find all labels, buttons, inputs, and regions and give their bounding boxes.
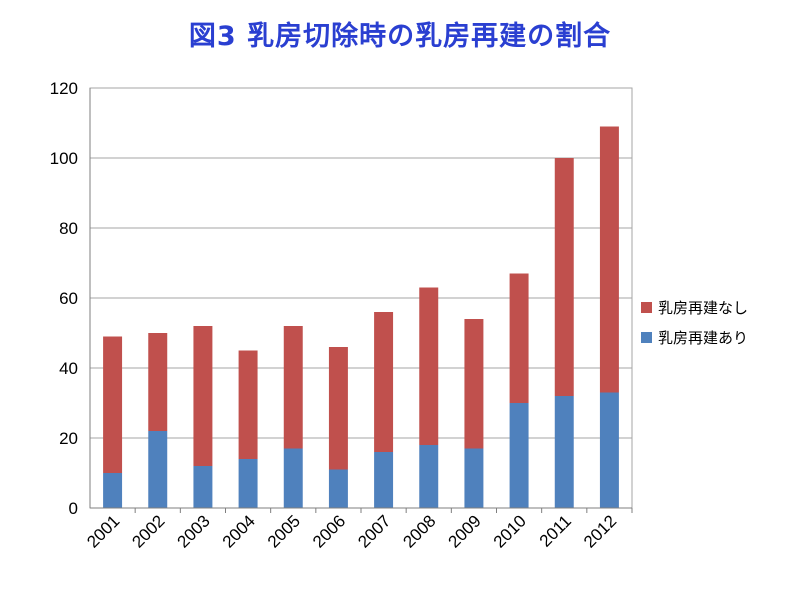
bar-segment-with-reconstruction	[103, 473, 123, 508]
axes	[89, 87, 633, 513]
x-tick-label: 2005	[264, 511, 304, 551]
bar-segment-with-reconstruction	[283, 448, 303, 508]
bar-segment-with-reconstruction	[509, 403, 529, 508]
legend-label: 乳房再建あり	[658, 329, 748, 347]
y-tick-label: 120	[50, 79, 78, 98]
bar-segment-without-reconstruction	[599, 126, 619, 393]
gridlines	[90, 87, 632, 439]
bar-segment-without-reconstruction	[238, 350, 258, 459]
x-tick-label: 2004	[219, 511, 259, 551]
bar-segment-without-reconstruction	[464, 319, 484, 449]
bar-segment-without-reconstruction	[509, 273, 529, 403]
y-tick-labels: 0 20 40 60 80 100 120	[50, 79, 78, 518]
y-tick-label: 40	[59, 359, 78, 378]
x-tick-label: 2001	[83, 511, 123, 551]
bar-segment-without-reconstruction	[193, 326, 213, 466]
bar-segment-without-reconstruction	[419, 287, 439, 445]
y-tick-label: 20	[59, 429, 78, 448]
x-tick-label: 2002	[128, 511, 168, 551]
bar-segment-without-reconstruction	[148, 333, 168, 431]
legend-swatch	[641, 332, 652, 343]
bar-segment-with-reconstruction	[193, 466, 213, 508]
y-tick-label: 0	[69, 499, 78, 518]
legend-swatch	[641, 302, 652, 313]
bar-segment-with-reconstruction	[374, 452, 394, 508]
bar-segment-with-reconstruction	[419, 445, 439, 508]
bar-segment-without-reconstruction	[328, 347, 348, 470]
legend-label: 乳房再建なし	[658, 299, 748, 317]
x-tick-label: 2006	[309, 511, 349, 551]
y-tick-label: 80	[59, 219, 78, 238]
bar-segment-without-reconstruction	[554, 158, 574, 396]
bar-segment-with-reconstruction	[148, 431, 168, 508]
bars	[103, 126, 619, 508]
x-tick-label: 2007	[354, 511, 394, 551]
chart-title: 図3 乳房切除時の乳房再建の割合	[188, 21, 612, 52]
x-tick-labels: 2001 2002 2003 2004 2005 2006 2007 2008 2009 2010…	[83, 511, 620, 551]
x-tick-label: 2009	[445, 511, 485, 551]
bar-segment-with-reconstruction	[238, 459, 258, 508]
bar-segment-with-reconstruction	[464, 448, 484, 508]
bar-segment-without-reconstruction	[374, 312, 394, 452]
x-tick-label: 2012	[580, 511, 620, 551]
x-tick-label: 2010	[490, 511, 530, 551]
bar-segment-with-reconstruction	[554, 396, 574, 508]
x-tick-label: 2003	[174, 511, 214, 551]
bar-segment-without-reconstruction	[283, 326, 303, 449]
x-tick-label: 2008	[399, 511, 439, 551]
bar-segment-with-reconstruction	[328, 469, 348, 508]
bar-segment-with-reconstruction	[599, 392, 619, 508]
x-tick-label: 2011	[536, 511, 575, 550]
y-tick-label: 100	[50, 149, 78, 168]
bar-segment-without-reconstruction	[103, 336, 123, 473]
y-tick-label: 60	[59, 289, 78, 308]
